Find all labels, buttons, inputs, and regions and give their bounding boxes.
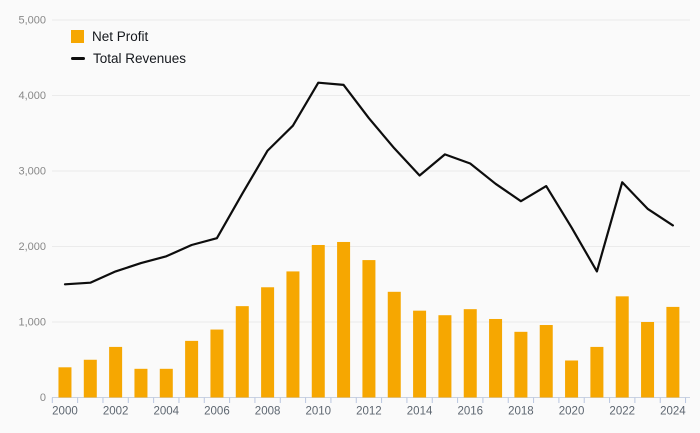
- bar-2008[interactable]: [261, 287, 275, 398]
- x-axis-label-2014: 2014: [407, 406, 433, 418]
- bar-2006[interactable]: [210, 329, 224, 398]
- x-axis-label-2004: 2004: [153, 406, 179, 418]
- bar-2016[interactable]: [463, 309, 477, 398]
- x-axis-label-2022: 2022: [609, 406, 635, 418]
- legend-label-total-revenues: Total Revenues: [93, 51, 187, 66]
- bar-2007[interactable]: [235, 306, 249, 398]
- bar-2003[interactable]: [134, 368, 148, 398]
- x-axis-label-2018: 2018: [508, 406, 534, 418]
- bar-2017[interactable]: [489, 318, 503, 398]
- x-axis-label-2016: 2016: [457, 406, 483, 418]
- bar-2009[interactable]: [286, 271, 300, 398]
- bar-2005[interactable]: [185, 340, 199, 398]
- bar-2014[interactable]: [413, 310, 427, 398]
- total-revenues-line[interactable]: [63, 81, 674, 286]
- bar-2010[interactable]: [311, 244, 325, 398]
- legend-label-net-profit: Net Profit: [92, 29, 149, 44]
- bar-2013[interactable]: [387, 291, 401, 398]
- y-axis-label-0: 0: [40, 392, 46, 404]
- chart-legend: Net Profit Total Revenues: [71, 29, 186, 66]
- bar-2011[interactable]: [337, 241, 351, 398]
- x-axis-label-2012: 2012: [356, 406, 382, 418]
- x-axis-label-2020: 2020: [559, 406, 585, 418]
- x-axis-label-2006: 2006: [204, 406, 230, 418]
- bar-2022[interactable]: [615, 296, 629, 398]
- x-axis-label-2008: 2008: [255, 406, 281, 418]
- bar-2015[interactable]: [438, 315, 452, 398]
- bar-2023[interactable]: [641, 322, 655, 398]
- total-revenues-line-icon: [71, 57, 85, 60]
- bar-2002[interactable]: [109, 346, 123, 398]
- y-axis-label-1000: 1,000: [18, 317, 46, 329]
- bar-2020[interactable]: [565, 360, 579, 398]
- bar-2001[interactable]: [83, 359, 97, 398]
- net-profit-swatch-icon: [71, 30, 84, 43]
- bar-2024[interactable]: [666, 306, 680, 398]
- bar-2021[interactable]: [590, 346, 604, 398]
- legend-item-net-profit[interactable]: Net Profit: [71, 29, 186, 44]
- bar-2000[interactable]: [58, 367, 72, 398]
- bar-2004[interactable]: [159, 368, 173, 398]
- x-axis-label-2000: 2000: [52, 406, 78, 418]
- y-axis-label-4000: 4,000: [18, 90, 46, 102]
- x-axis-label-2024: 2024: [660, 406, 686, 418]
- bar-2012[interactable]: [362, 260, 376, 398]
- legend-item-total-revenues[interactable]: Total Revenues: [71, 51, 186, 66]
- y-axis-label-2000: 2,000: [18, 241, 46, 253]
- y-axis-label-5000: 5,000: [18, 15, 46, 27]
- x-axis-label-2002: 2002: [103, 406, 129, 418]
- y-axis-label-3000: 3,000: [18, 166, 46, 178]
- bar-2018[interactable]: [514, 331, 528, 398]
- x-axis-label-2010: 2010: [305, 406, 331, 418]
- bar-2019[interactable]: [539, 325, 553, 398]
